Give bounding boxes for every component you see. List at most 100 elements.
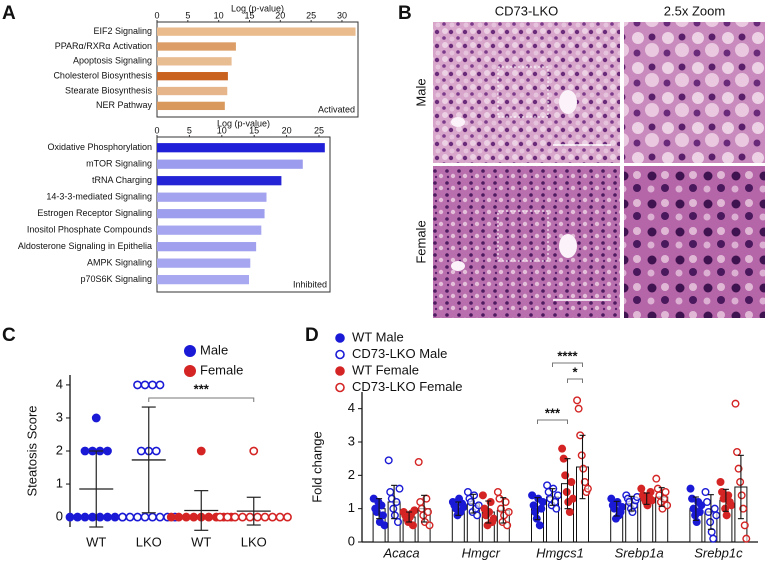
data-point xyxy=(610,504,619,513)
x-tick-label: WT xyxy=(191,534,211,549)
category-label: tRNA Charging xyxy=(92,175,152,185)
histology-image xyxy=(624,22,765,163)
data-point xyxy=(474,501,483,510)
data-point xyxy=(125,512,135,522)
data-point xyxy=(706,518,715,527)
data-point xyxy=(552,504,561,513)
x-tick-label: 0 xyxy=(154,125,159,135)
data-point xyxy=(181,512,191,522)
x-tick-label: 10 xyxy=(214,10,224,20)
data-point xyxy=(389,504,398,513)
category-label: Cholesterol Biosynthesis xyxy=(53,71,152,81)
data-point xyxy=(504,508,513,517)
y-tick-label: 0 xyxy=(348,533,355,548)
data-point xyxy=(561,471,570,480)
x-tick-label: 5 xyxy=(185,10,190,20)
legend-label: Female xyxy=(200,362,243,377)
data-point xyxy=(703,498,712,507)
data-point xyxy=(478,491,487,500)
legend-label: Male xyxy=(200,342,228,357)
data-point xyxy=(568,494,577,503)
data-point xyxy=(155,380,165,390)
data-point xyxy=(737,491,746,500)
data-point xyxy=(390,511,399,520)
bar xyxy=(157,176,282,186)
bar xyxy=(157,242,257,252)
y-axis-title: Fold change xyxy=(309,431,324,503)
x-tick-label: 20 xyxy=(282,125,292,135)
data-point xyxy=(386,488,395,497)
legend-marker xyxy=(184,345,196,357)
panel-label: A xyxy=(2,3,16,24)
y-tick-label: 2 xyxy=(56,442,63,457)
bar xyxy=(157,159,303,169)
data-point xyxy=(268,512,277,522)
category-label: EIF2 Signaling xyxy=(93,26,152,36)
data-point xyxy=(739,504,748,513)
data-point xyxy=(275,512,285,522)
bar xyxy=(157,192,267,202)
data-point xyxy=(686,484,695,493)
zoom-box xyxy=(497,210,549,262)
data-point xyxy=(73,512,82,522)
data-point xyxy=(709,534,718,543)
data-point xyxy=(91,413,101,423)
data-point xyxy=(110,512,120,522)
data-point xyxy=(133,380,142,390)
bar xyxy=(157,143,325,153)
x-tick-label: LKO xyxy=(136,534,162,549)
bar xyxy=(157,27,356,36)
data-point xyxy=(466,498,475,507)
data-point xyxy=(380,521,389,530)
data-point xyxy=(496,504,505,513)
data-point xyxy=(701,488,710,497)
bar xyxy=(157,101,225,111)
data-point xyxy=(189,512,199,522)
significance-label: *** xyxy=(194,381,210,396)
bar xyxy=(157,225,262,235)
data-point xyxy=(196,446,206,456)
annotation: Inhibited xyxy=(293,279,327,289)
data-point xyxy=(740,521,749,530)
x-tick-label: Srebp1c xyxy=(694,545,743,560)
data-point xyxy=(495,494,504,503)
data-point xyxy=(136,446,146,456)
data-point xyxy=(283,512,292,522)
y-tick-label: 3 xyxy=(56,409,63,424)
bar xyxy=(157,72,228,81)
data-point xyxy=(166,512,176,522)
data-point xyxy=(663,501,672,510)
x-tick-label: 20 xyxy=(275,10,285,20)
data-point xyxy=(414,458,423,467)
panel-label: B xyxy=(398,3,412,24)
data-point xyxy=(736,478,745,487)
data-point xyxy=(565,508,574,517)
annotation: Activated xyxy=(318,104,355,114)
x-tick-label: Hmgcr xyxy=(462,545,501,560)
data-point xyxy=(95,512,105,522)
category-label: Oxidative Phosphorylation xyxy=(47,142,152,152)
x-tick-label: Hmgcs1 xyxy=(536,545,584,560)
data-point xyxy=(583,484,592,493)
bar xyxy=(157,86,228,96)
data-point xyxy=(155,512,165,522)
y-tick-label: 3 xyxy=(348,433,355,448)
y-tick-label: 0 xyxy=(56,509,63,524)
bar xyxy=(157,258,251,268)
data-point xyxy=(529,501,538,510)
data-point xyxy=(716,478,725,487)
data-point xyxy=(742,534,751,543)
data-point xyxy=(118,512,127,522)
data-point xyxy=(489,514,498,523)
data-point xyxy=(528,491,537,500)
y-tick-label: 1 xyxy=(348,500,355,515)
x-axis-title: Log (p-value) xyxy=(217,118,270,128)
data-point xyxy=(133,512,142,522)
data-point xyxy=(538,498,547,507)
data-point xyxy=(260,512,270,522)
data-point xyxy=(697,501,706,510)
data-point xyxy=(88,512,97,522)
data-point xyxy=(661,488,670,497)
x-tick-label: 0 xyxy=(154,10,159,20)
significance-label: **** xyxy=(557,348,578,363)
